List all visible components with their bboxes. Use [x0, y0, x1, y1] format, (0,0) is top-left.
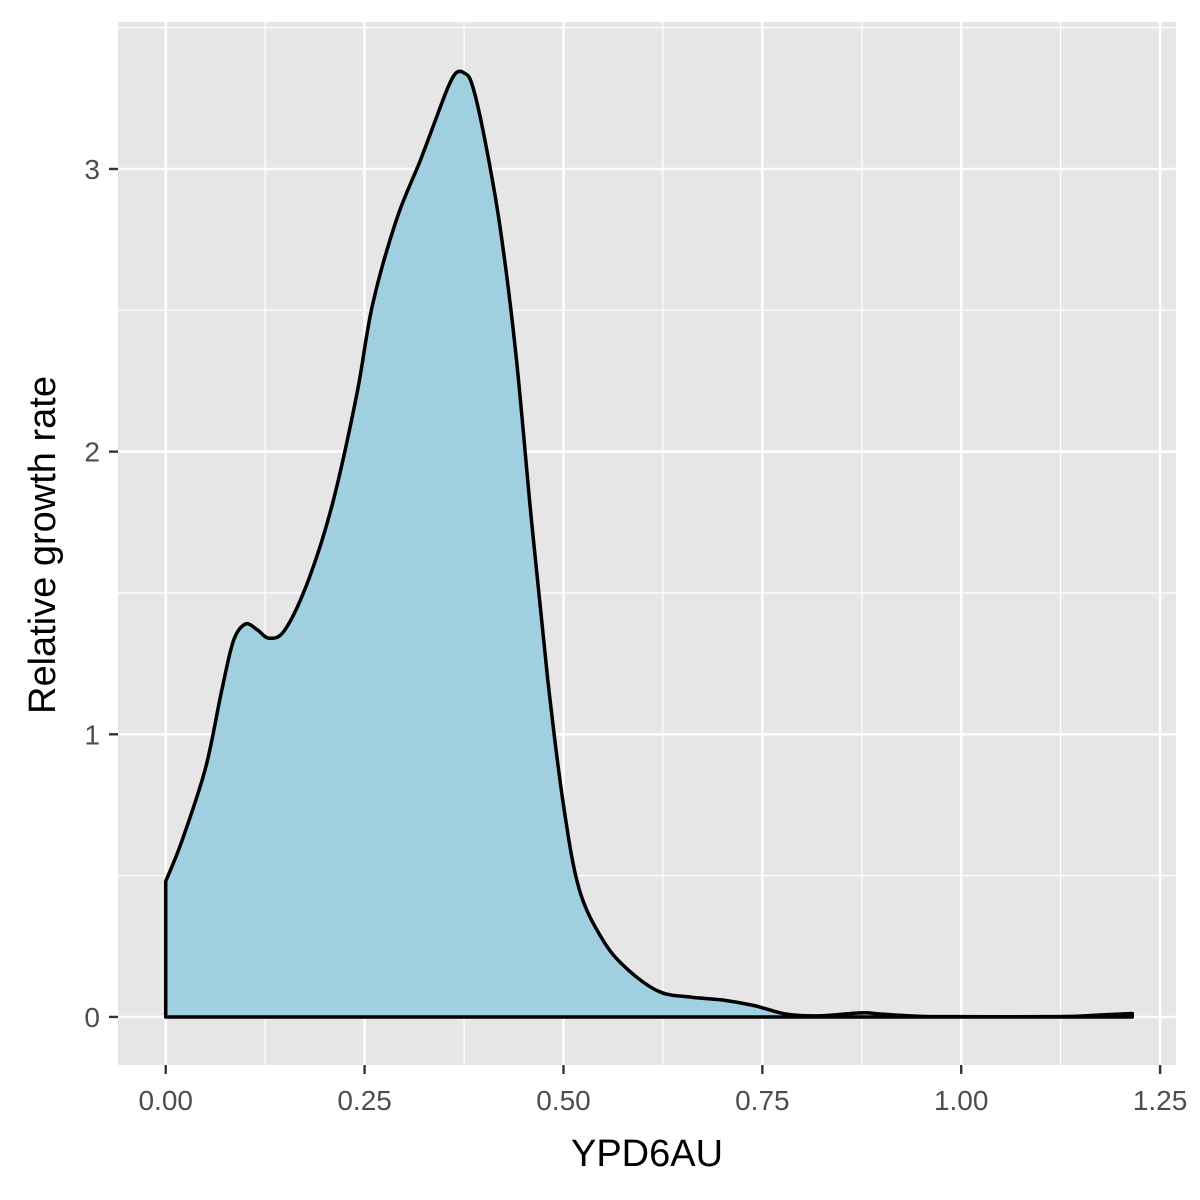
x-axis-title: YPD6AU: [571, 1133, 723, 1175]
y-tick-label: 1: [84, 719, 100, 750]
x-tick-label: 0.00: [138, 1085, 193, 1116]
y-axis-title: Relative growth rate: [22, 376, 64, 714]
x-axis-ticks: 0.00 0.25 0.50 0.75 1.00 1.25: [138, 1065, 1187, 1116]
x-tick-label: 0.75: [735, 1085, 790, 1116]
y-axis-ticks: 0 1 2 3: [84, 154, 118, 1033]
y-tick-label: 0: [84, 1002, 100, 1033]
x-tick-label: 1.00: [934, 1085, 989, 1116]
x-tick-label: 0.50: [536, 1085, 591, 1116]
x-tick-label: 1.25: [1133, 1085, 1188, 1116]
y-tick-label: 3: [84, 154, 100, 185]
x-tick-label: 0.25: [337, 1085, 392, 1116]
density-area: [165, 71, 1133, 1017]
y-tick-label: 2: [84, 437, 100, 468]
density-outline: [163, 69, 1134, 1019]
